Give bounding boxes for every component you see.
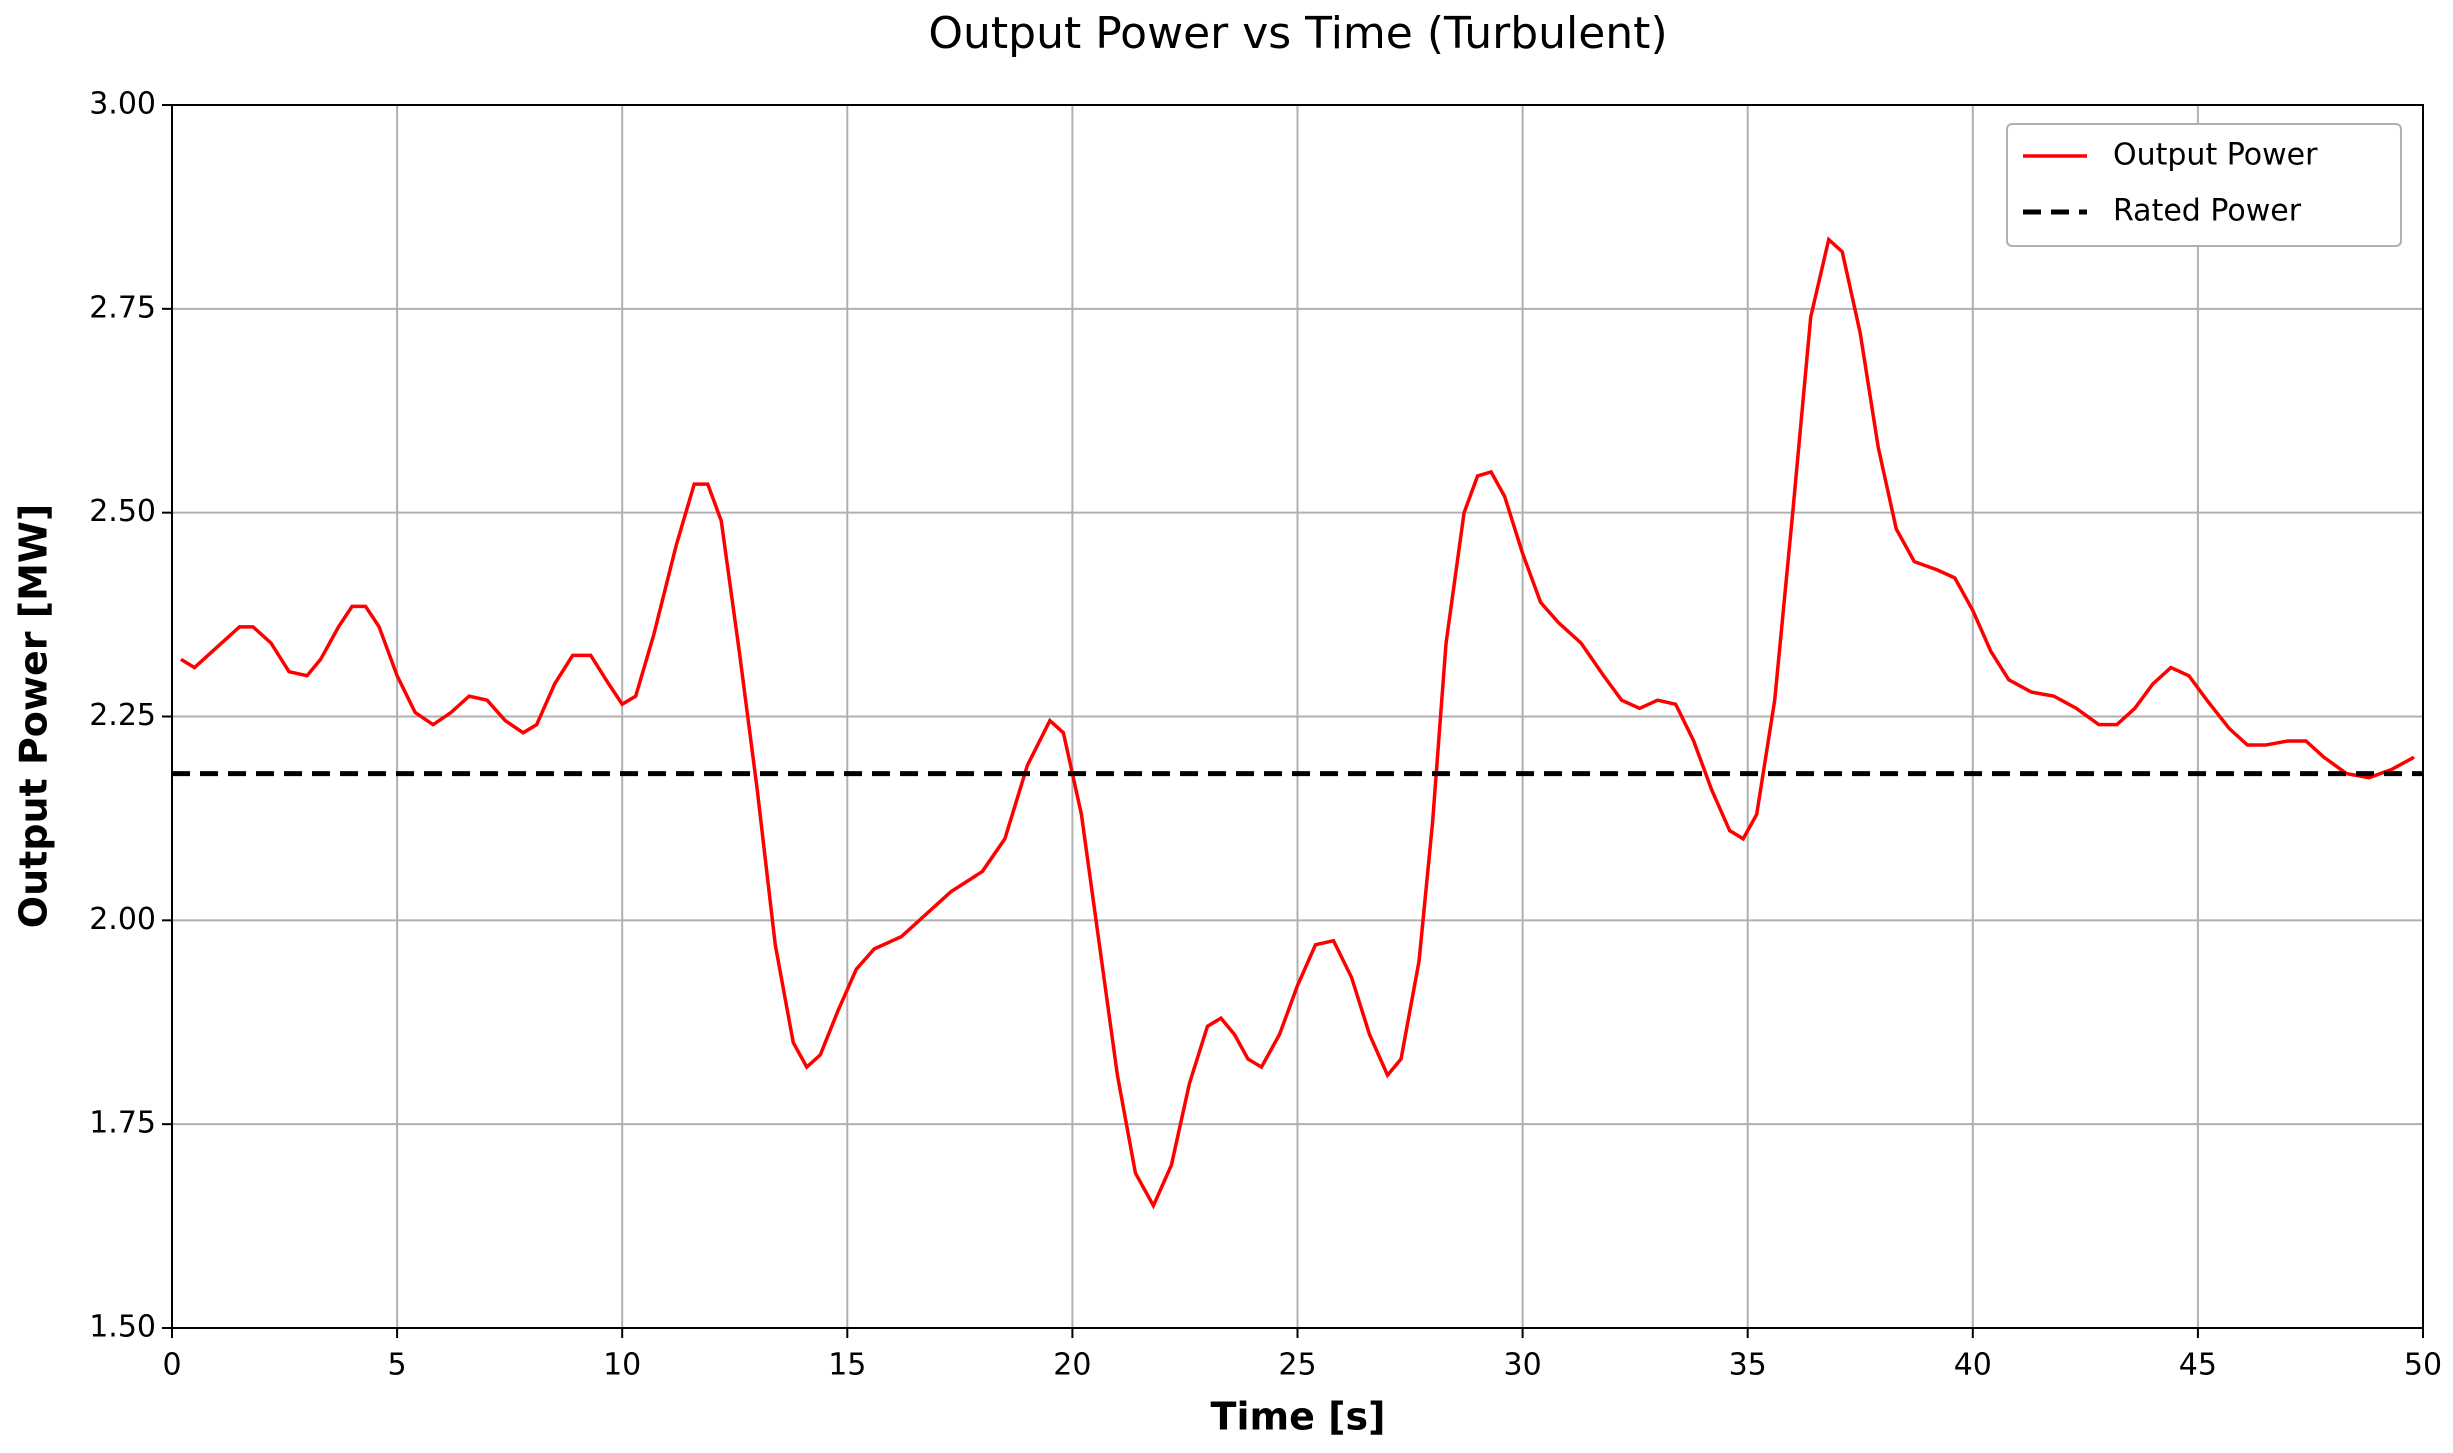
legend-box [2006,123,2402,247]
x-tick-label: 25 [1278,1348,1316,1383]
plot-frame [171,104,2424,1329]
y-tick-label: 2.00 [89,902,156,937]
x-tick-label: 50 [2404,1348,2442,1383]
x-tick-label: 30 [1504,1348,1542,1383]
legend-label: Output Power [2113,138,2318,173]
y-tick-label: 3.00 [89,87,156,122]
x-tick-label: 15 [828,1348,866,1383]
x-axis-label: Time [s] [1211,1395,1386,1439]
chart-title: Output Power vs Time (Turbulent) [928,8,1667,59]
y-tick-label: 2.50 [89,494,156,529]
x-tick-label: 35 [1729,1348,1767,1383]
legend-label: Rated Power [2113,194,2302,229]
x-tick-label: 45 [2179,1348,2217,1383]
y-tick-label: 1.50 [89,1310,156,1345]
y-tick-label: 1.75 [89,1106,156,1141]
x-tick-label: 10 [603,1348,641,1383]
y-axis-label: Output Power [MW] [12,504,56,928]
x-tick-label: 5 [388,1348,407,1383]
y-tick-label: 2.25 [89,698,156,733]
legend: Output Power Rated Power [2006,123,2402,247]
data-line [180,236,2415,1210]
x-tick-label: 40 [1954,1348,1992,1383]
x-tick-label: 0 [162,1348,181,1383]
x-tick-label: 20 [1053,1348,1091,1383]
y-tick-label: 2.75 [89,290,156,325]
